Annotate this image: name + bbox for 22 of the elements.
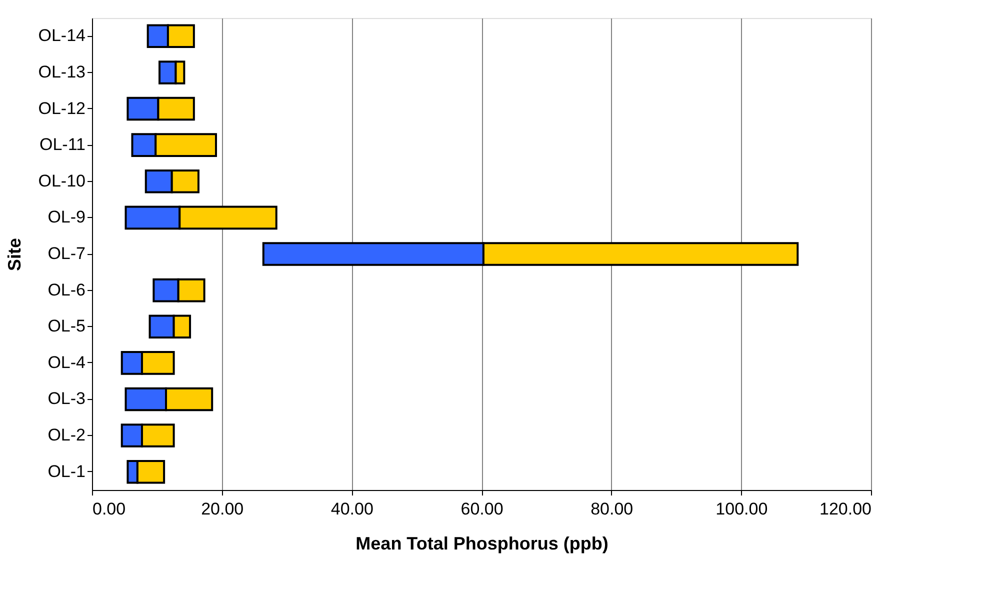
x-tick-label: 120.00 [820,500,872,518]
y-tick-label: OL-1 [48,462,86,481]
y-tick-label: OL-2 [48,426,86,445]
y-axis-title: Site [4,238,24,272]
x-tick-label: 80.00 [590,500,634,518]
y-tick-label: OL-11 [40,135,86,154]
y-tick-label: OL-13 [38,62,86,82]
y-tick-label: OL-3 [48,389,86,408]
y-tick-label: OL-6 [48,280,86,300]
x-tick-label: 60.00 [460,500,504,518]
y-tick-label: OL-9 [48,208,86,227]
x-tick-label: 40.00 [330,500,374,518]
y-tick-label: OL-12 [38,98,86,118]
y-tick-label: OL-10 [38,171,86,190]
y-tick-label: OL-7 [48,244,86,263]
y-tick-label: OL-14 [38,26,86,46]
y-tick-label: OL-5 [48,316,86,336]
x-axis-title: Mean Total Phosphorus (ppb) [356,534,608,554]
x-tick-label: 20.00 [201,500,244,518]
x-tick-label: 100.00 [716,500,768,518]
x-tick-label: 0.00 [92,500,126,518]
y-tick-label: OL-4 [48,352,86,372]
